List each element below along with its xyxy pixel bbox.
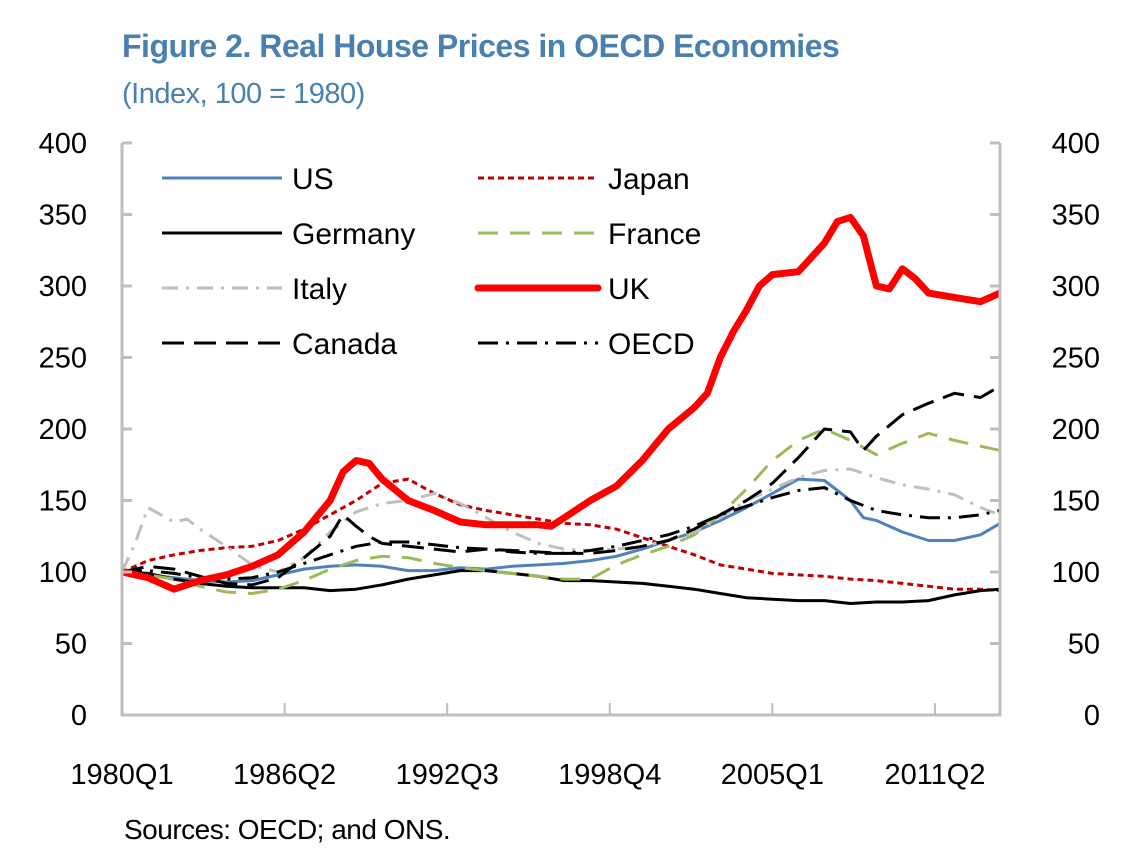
series-line-france <box>121 427 1001 595</box>
x-axis-labels: 1980Q1 1986Q2 1992Q3 1998Q4 2005Q1 2011Q2 <box>70 759 985 791</box>
y-tick-label-right: 50 <box>1068 629 1100 661</box>
series-line-japan <box>121 477 1001 593</box>
y-tick-label-left: 200 <box>39 414 87 446</box>
x-tick-label: 1980Q1 <box>70 759 173 791</box>
y-tick-label-left: 400 <box>39 128 87 160</box>
legend-label-japan: Japan <box>608 163 690 196</box>
legend-label-uk: UK <box>608 273 650 306</box>
y-axis-left-labels: 0 50 100 150 200 250 300 350 400 <box>39 128 87 732</box>
chart-subtitle: (Index, 100 = 1980) <box>122 78 365 110</box>
x-tick-label: 1986Q2 <box>233 759 336 791</box>
y-tick-label-left: 250 <box>39 343 87 375</box>
x-tick-label: 2011Q2 <box>884 759 985 791</box>
y-tick-label-left: 350 <box>39 200 87 232</box>
series-line-uk <box>121 213 1002 593</box>
legend-label-canada: Canada <box>292 328 397 361</box>
y-tick-label-left: 300 <box>39 271 87 303</box>
source-note: Sources: OECD; and ONS. <box>124 814 451 845</box>
series-line-germany <box>121 569 1001 605</box>
y-tick-label-left: 150 <box>39 486 87 518</box>
y-tick-label-right: 300 <box>1052 271 1100 303</box>
y-tick-label-right: 250 <box>1052 343 1100 375</box>
y-tick-label-right: 100 <box>1052 557 1100 589</box>
y-axis-right-labels: 0 50 100 150 200 250 300 350 400 <box>1052 128 1100 732</box>
series-layer <box>120 213 1002 605</box>
y-tick-label-right: 200 <box>1052 414 1100 446</box>
y-tick-label-left: 0 <box>71 700 87 732</box>
series-line-oecd <box>121 486 1001 581</box>
axes-layer <box>120 141 1002 717</box>
y-tick-label-left: 50 <box>55 629 87 661</box>
plot-frame <box>120 143 1002 717</box>
y-tick-label-left: 100 <box>39 557 87 589</box>
legend-label-oecd: OECD <box>608 328 695 361</box>
legend-label-us: US <box>292 163 334 196</box>
legend-label-germany: Germany <box>292 218 415 251</box>
legend-label-france: France <box>608 218 701 251</box>
y-tick-label-right: 150 <box>1052 486 1100 518</box>
y-tick-label-right: 400 <box>1052 128 1100 160</box>
chart-title: Figure 2. Real House Prices in OECD Econ… <box>122 28 840 64</box>
y-tick-label-right: 350 <box>1052 200 1100 232</box>
x-tick-label: 2005Q1 <box>721 759 824 791</box>
y-tick-label-right: 0 <box>1084 700 1100 732</box>
legend: US Japan Germany France Italy UK Canada OECD <box>162 163 701 361</box>
series-line-italy <box>120 467 1001 574</box>
series-line-us <box>121 477 1001 584</box>
x-tick-label: 1998Q4 <box>558 759 661 791</box>
series-line-canada <box>121 384 1001 587</box>
legend-label-italy: Italy <box>292 273 347 306</box>
x-tick-label: 1992Q3 <box>396 759 499 791</box>
